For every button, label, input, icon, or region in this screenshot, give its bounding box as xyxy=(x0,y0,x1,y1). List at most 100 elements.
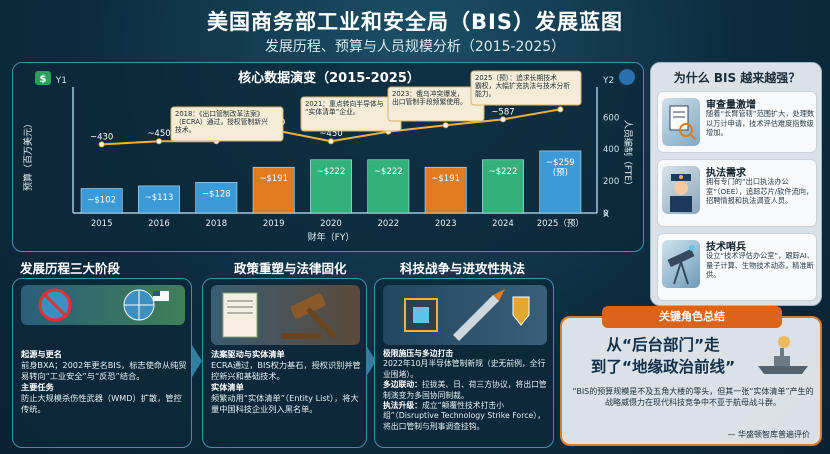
arrow-icon xyxy=(192,345,202,377)
why-card-tech: 技术哨兵 设立“技术评估办公室”，跟踪AI、量子计算、生物技术动态，精准断供。 xyxy=(657,233,817,301)
stage2-p1-head: 法案驱动与实体清单 xyxy=(211,349,285,359)
y-right-tick-label: 0 xyxy=(603,209,608,219)
x-tick-label: 2023 xyxy=(435,219,457,229)
annotation-text: 2018：《出口管制改革法案》 xyxy=(175,109,264,118)
stage1-text: 起源与更名 前身BXA；2002年更名BIS，标志使命从纯贸易转向“工业安全”与… xyxy=(21,349,187,415)
bar xyxy=(80,188,123,214)
stage3-p3-body: 成立“颠覆性技术打击小组”（Disruptive Technology Stri… xyxy=(383,401,546,431)
annotation-text: 2021：重点转向半导体与 xyxy=(305,99,384,108)
stage2-text: 法案驱动与实体清单 ECRA通过，BIS权力基石，授权识别并管控新兴和基础技术。… xyxy=(211,349,363,415)
stage1-p1-head: 起源与更名 xyxy=(21,349,62,359)
stage3-p3-head: 执法升级： xyxy=(383,401,422,411)
bar xyxy=(539,150,582,214)
stage1-p2-body: 防止大规模杀伤性武器（WMD）扩散，管控传统。 xyxy=(21,393,182,414)
bar xyxy=(367,159,410,214)
bar-value-label: ~$191 xyxy=(431,174,460,184)
summary-line2: 到了“地缘政治前线” xyxy=(590,358,736,376)
summary-quote: “BIS的预算规模是不及五角大楼的零头，但其一张“实体清单”产生的战略威慑力在现… xyxy=(572,387,814,407)
why-card-enforcement: 执法需求 拥有专门的“出口执法办公室”（OEE），追踪芯片/软件流向，招聘情报和… xyxy=(657,159,817,227)
dollar-icon xyxy=(35,71,51,85)
annotation-text: “实体清单”企业。 xyxy=(305,107,360,116)
gavel-icon xyxy=(211,285,360,345)
annotation-text: 能力。 xyxy=(475,89,495,98)
chart-panel: 核心数据演变（2015-2025） Y1 Y2 X 预算（百万美元） 人员编制（FTE）… xyxy=(12,62,644,252)
page-title: 美国商务部工业和安全局（BIS）发展蓝图 xyxy=(207,10,623,34)
bar-value-label: ~$102 xyxy=(87,196,116,206)
bar-value-label: ~$222 xyxy=(489,167,518,177)
stage3-p1-body: 2022年10月半导体管制新规（史无前例，全行业围堵）。 xyxy=(383,359,546,379)
stage2-p2-head: 实体清单 xyxy=(211,382,244,392)
why-card-head: 技术哨兵 xyxy=(706,242,746,253)
chart-title: 核心数据演变（2015-2025） xyxy=(238,71,420,86)
stage1-p1-body: 前身BXA；2002年更名BIS，标志使命从纯贸易转向“工业安全”与“反恐”结合… xyxy=(21,360,187,381)
bar-value-label: ~$259 xyxy=(546,158,575,168)
bar xyxy=(482,159,524,214)
x-tick-label: 2019 xyxy=(263,219,285,229)
x-axis-label: 财年（FY） xyxy=(308,231,355,243)
y-right-tick-label: 200 xyxy=(603,177,619,187)
y-left-tag: Y1 xyxy=(55,76,67,86)
x-tick-label: 2018 xyxy=(206,219,228,229)
annotation-text: 2025（预）：追求长期技术 xyxy=(475,73,557,82)
stage2-title: 政策重塑与法律固化 xyxy=(234,261,347,276)
bar-value-label: ~$222 xyxy=(317,167,346,177)
stage2-panel: 法案驱动与实体清单 ECRA通过，BIS权力基石，授权识别并管控新兴和基础技术。… xyxy=(202,278,367,448)
stage3-panel: 极限施压与多边打击 2022年10月半导体管制新规（史无前例，全行业围堵）。 多… xyxy=(374,278,554,448)
stage3-p2-head: 多边联动： xyxy=(383,380,422,390)
why-card-body: 随着“长臂管辖”范围扩大，处理数以万计申请，技术评估难度指数级增加。 xyxy=(706,109,815,137)
why-card-head: 执法需求 xyxy=(706,168,746,179)
bar xyxy=(138,185,180,214)
annotation-box xyxy=(470,70,582,106)
bar xyxy=(424,166,467,214)
line-point xyxy=(557,106,564,113)
stage3-p1-head: 极限施压与多边打击 xyxy=(383,349,454,358)
annotation-text: 霸权，大幅扩充执法与技术分析 xyxy=(475,81,570,90)
why-card-review: 审查量激增 随着“长臂管辖”范围扩大，处理数以万计申请，技术评估难度指数级增加。 xyxy=(657,91,817,153)
why-card-body: 拥有专门的“出口执法办公室”（OEE），追踪芯片/软件流向，招聘情报和执法调查人… xyxy=(706,177,814,205)
y-axis-label-left: 预算（百万美元） xyxy=(22,119,34,191)
people-icon xyxy=(619,69,635,85)
summary-signature: — 华盛顿智库普遍评价 xyxy=(727,430,810,439)
chip-missile-icon xyxy=(383,285,547,345)
x-tag: X xyxy=(603,210,609,220)
document-review-icon xyxy=(662,98,700,146)
y-right-tick-label: 600 xyxy=(603,113,619,123)
line-point xyxy=(328,138,334,145)
line-point xyxy=(98,141,105,148)
stages-title: 发展历程三大阶段 xyxy=(20,261,121,276)
annotation-box xyxy=(170,106,284,142)
bar-value-label: ~$222 xyxy=(374,167,403,177)
stage3-text: 极限施压与多边打击 2022年10月半导体管制新规（史无前例，全行业围堵）。 多… xyxy=(383,349,551,432)
stage2-p2-body: 频繁动用“实体清单”（Entity List），将大量中国科技企业列入黑名单。 xyxy=(211,393,359,414)
bar-value-label: (预) xyxy=(553,167,568,178)
warship-icon xyxy=(754,332,812,380)
bar-value-label: ~$191 xyxy=(259,174,288,184)
annotation-text: （ECRA）通过，授权管制新兴 xyxy=(175,117,268,126)
why-card-head: 审查量激增 xyxy=(706,100,756,111)
x-tick-label: 2016 xyxy=(148,219,170,229)
arrow-icon xyxy=(366,345,376,377)
annotation-text: 2023：俄乌冲突爆发， xyxy=(392,89,464,98)
why-panel: 为什么 BIS 越来越强？ 审查量激增 随着“长臂管辖”范围扩大，处理数以万计申… xyxy=(650,62,822,306)
x-tick-label: 2015 xyxy=(91,219,113,229)
line-point xyxy=(156,138,162,145)
why-title: 为什么 BIS 越来越强？ xyxy=(673,71,801,85)
stage3-p2-body: 拉拢美、日、荷三方协议，将出口管制演变为多国协同制裁。 xyxy=(383,380,547,400)
line-point xyxy=(500,116,506,123)
summary-line1: 从“后台部门”走 xyxy=(606,336,720,354)
summary-headline: 从“后台部门”走 到了“地缘政治前线” xyxy=(568,334,758,378)
stage2-p1-body: ECRA通过，BIS权力基石，授权识别并管控新兴和基础技术。 xyxy=(211,360,361,381)
summary-panel: 关键角色总结 从“后台部门”走 到了“地缘政治前线” “BIS的预算规模是不及五… xyxy=(560,306,822,446)
bar-value-label: ~$113 xyxy=(145,193,174,203)
dollar-icon-glyph: $ xyxy=(40,74,47,85)
annotation-text: 技术。 xyxy=(175,125,195,134)
why-card-body: 设立“技术评估办公室”，跟踪AI、量子计算、生物技术动态，精准断供。 xyxy=(706,251,814,279)
page-subtitle: 发展历程、预算与人员规模分析（2015-2025） xyxy=(264,39,566,55)
police-officer-icon xyxy=(662,166,700,214)
chart-svg: Y1 Y2 X 预算（百万美元） 人员编制（FTE） 0 200 400 600 ~$102 201… xyxy=(22,69,635,243)
annotation-text: 出口管制手段频繁使用。 xyxy=(392,97,467,106)
x-tick-label: 2020 xyxy=(320,219,342,229)
line-value-label: ~430 xyxy=(90,132,113,142)
bar-value-label: ~$128 xyxy=(202,189,231,199)
bar xyxy=(310,159,352,214)
